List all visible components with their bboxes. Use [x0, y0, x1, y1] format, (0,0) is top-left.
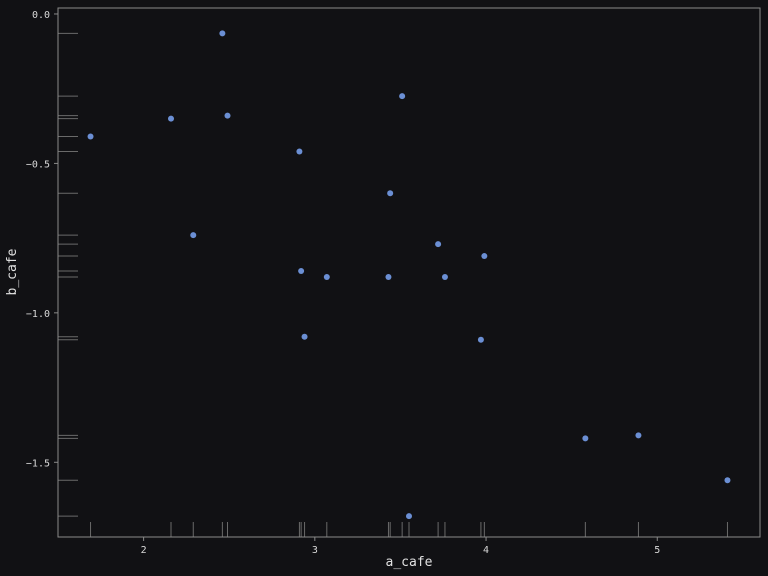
- y-tick-label: −1.5: [26, 458, 50, 469]
- data-point: [399, 93, 406, 100]
- data-point: [477, 336, 484, 343]
- data-point: [224, 112, 231, 119]
- data-points: [87, 30, 731, 520]
- x-axis-label: a_cafe: [386, 555, 433, 570]
- data-point: [387, 190, 394, 197]
- x-tick-label: 3: [312, 545, 318, 556]
- plot-area: [58, 8, 760, 537]
- data-point: [301, 333, 308, 340]
- y-tick-label: −1.0: [26, 309, 50, 320]
- data-point: [298, 268, 305, 275]
- data-point: [406, 513, 412, 520]
- data-point: [87, 133, 94, 140]
- x-tick-label: 4: [483, 545, 489, 556]
- data-point: [635, 432, 642, 439]
- x-rug: [90, 522, 728, 537]
- x-tick-label: 2: [141, 545, 147, 556]
- data-point: [385, 273, 392, 280]
- data-point: [582, 435, 589, 442]
- plot-frame: [57, 7, 761, 538]
- y-rug: [58, 32, 78, 517]
- y-axis-label: b_cafe: [5, 248, 20, 295]
- y-tick-label: 0.0: [32, 10, 50, 21]
- data-point: [724, 477, 731, 484]
- data-point: [435, 241, 442, 248]
- data-point: [441, 273, 448, 280]
- y-tick-label: −0.5: [26, 159, 50, 170]
- data-point: [168, 115, 175, 122]
- x-tick-label: 5: [654, 545, 660, 556]
- data-point: [296, 148, 303, 155]
- y-axis-ticks: 0.0 −0.5 −1.0 −1.5: [26, 10, 58, 469]
- data-point: [190, 232, 197, 239]
- data-point: [219, 30, 226, 37]
- data-point: [323, 273, 330, 280]
- data-point: [481, 253, 488, 260]
- x-axis-ticks: 2 3 4 5: [141, 537, 660, 556]
